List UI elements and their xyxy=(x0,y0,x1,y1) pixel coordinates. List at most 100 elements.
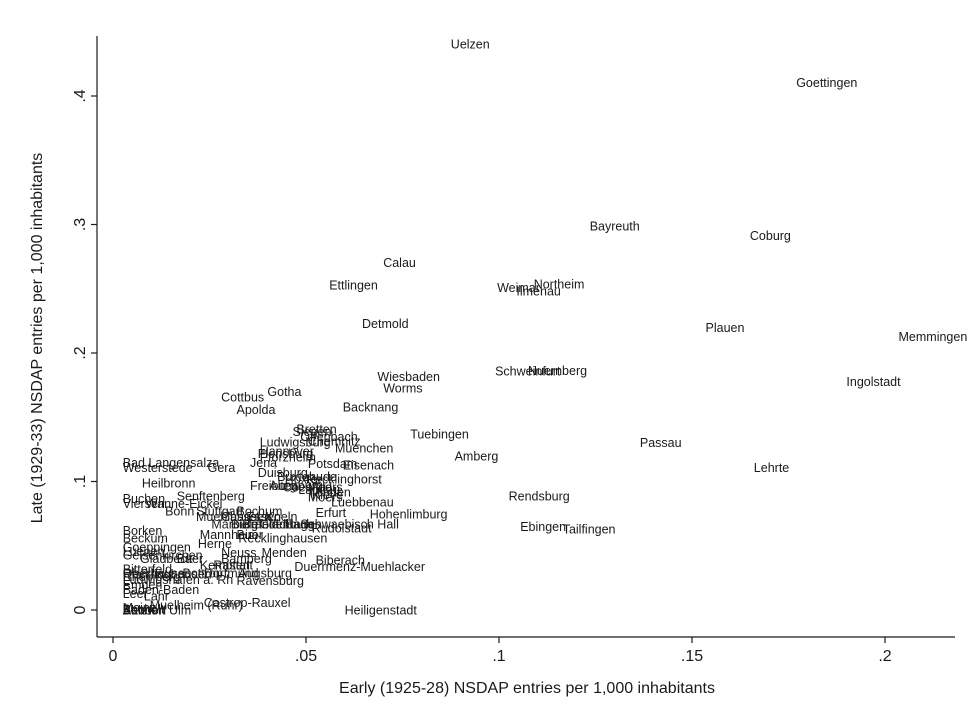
point-label: Passau xyxy=(640,436,682,450)
point-label: Gladbeck xyxy=(140,552,194,566)
point-label: Ludwigshafen a. Rh xyxy=(123,573,234,587)
point-label: Ulm xyxy=(169,604,191,618)
point-label: Emden xyxy=(123,578,163,592)
point-label: Bocholt xyxy=(123,602,165,616)
point-label: Calau xyxy=(383,256,416,270)
point-label: Senftenberg xyxy=(177,489,245,503)
point-label: Wiesbaden xyxy=(377,370,440,384)
point-label: Chemnitz xyxy=(308,435,361,449)
point-label: Marburg xyxy=(211,518,258,532)
point-label: Moers xyxy=(308,480,343,494)
point-label: Buer xyxy=(237,528,263,542)
point-label: Lahr xyxy=(144,590,169,604)
point-label: Cottbus xyxy=(221,390,264,404)
point-label: Recklinghorst xyxy=(306,473,382,487)
point-label: Offenbach xyxy=(300,430,358,444)
point-label: Tuebingen xyxy=(410,428,469,442)
point-label: Detmold xyxy=(362,317,409,331)
point-label: Cassel xyxy=(221,510,259,524)
point-label: Rendsburg xyxy=(509,489,570,503)
y-tick-label: 0 xyxy=(72,605,89,614)
point-label: Weimar xyxy=(497,281,540,295)
point-label: Luebbenau xyxy=(331,496,394,510)
point-label: Borken xyxy=(123,524,163,538)
point-labels: Uelzen Goettingen Bayreuth Coburg Calau Ettli… xyxy=(123,38,968,618)
point-label: Wanne-Eickel xyxy=(146,497,223,511)
point-label: Gotha xyxy=(267,385,301,399)
point-label: Schweinfurt xyxy=(495,365,561,379)
point-label: Mainz xyxy=(123,601,156,615)
point-label: Coburg xyxy=(750,229,791,243)
point-label: Hohenlimburg xyxy=(370,507,448,521)
point-label: Bielefeld xyxy=(231,518,279,532)
point-label: Buchen xyxy=(123,492,165,506)
point-label: Bochum xyxy=(237,505,283,519)
x-tick-label: .15 xyxy=(681,648,703,665)
point-label: Backnang xyxy=(343,401,399,415)
point-label: Coesfeld xyxy=(283,480,332,494)
point-label: Buer xyxy=(177,552,203,566)
x-tick-label: 0 xyxy=(109,648,118,665)
point-label: Hannover xyxy=(260,444,314,458)
point-label: Potsdam xyxy=(308,457,357,471)
point-label: Schwaebisch Hall xyxy=(300,518,399,532)
point-label: Recklinghausen xyxy=(123,568,212,582)
point-label: Bayreuth xyxy=(590,219,640,233)
point-label: Ahlen xyxy=(123,604,155,618)
point-label: Neuss xyxy=(221,546,256,560)
y-tick-label: .2 xyxy=(72,346,89,359)
point-label: Hagen xyxy=(285,518,322,532)
point-label: Muehlhausen xyxy=(196,510,271,524)
y-tick-label: .1 xyxy=(72,475,89,488)
point-label: Rastatt xyxy=(213,559,253,573)
point-label: Siegen xyxy=(293,425,332,439)
point-label: Muenchen xyxy=(335,442,393,456)
point-label: Duisburg xyxy=(258,466,308,480)
point-label: Eisenach xyxy=(343,458,394,472)
point-label: Recklinghausen xyxy=(238,532,327,546)
point-label: Castrop-Rauxel xyxy=(204,596,291,610)
point-label: Uelzen xyxy=(451,38,490,52)
x-tick-label: .1 xyxy=(492,648,505,665)
point-label: Erfurt xyxy=(316,506,347,520)
point-label: Bendorf xyxy=(123,604,167,618)
point-label: Pforzheim xyxy=(260,451,316,465)
point-label: Landau xyxy=(298,483,340,497)
point-label: Plauen xyxy=(706,321,745,335)
point-label: Rudolstadt xyxy=(312,521,372,535)
y-axis-title: Late (1929-33) NSDAP entries per 1,000 i… xyxy=(29,153,46,524)
point-label: Nuernberg xyxy=(528,364,587,378)
point-label: Essen xyxy=(246,510,281,524)
point-label: Rheinberg xyxy=(123,570,181,584)
point-label: Ebingen xyxy=(520,520,566,534)
point-label: Altenburg xyxy=(269,479,323,493)
point-label: Muelheim (Ruhr) xyxy=(150,599,243,613)
x-tick-label: .2 xyxy=(878,648,891,665)
point-label: Bottrop xyxy=(183,566,223,580)
point-label: Goettingen xyxy=(796,76,857,90)
point-label: Heiligenstadt xyxy=(345,604,418,618)
point-label: Worms xyxy=(383,381,422,395)
point-label: Memmingen xyxy=(899,330,968,344)
x-axis-title: Early (1925-28) NSDAP entries per 1,000 … xyxy=(339,680,715,697)
point-label: Koeln xyxy=(266,510,298,524)
point-label: Bretten xyxy=(296,423,336,437)
point-label: Freiburg xyxy=(250,479,297,493)
point-label: Herne xyxy=(198,537,232,551)
y-ticks: 0 .1 .2 .3 .4 xyxy=(72,89,97,614)
point-label: Hoxter xyxy=(285,473,322,487)
point-label: Menden xyxy=(262,546,307,560)
point-label: Biberach xyxy=(316,554,365,568)
x-ticks: 0 .05 .1 .15 .2 xyxy=(109,637,892,665)
point-label: Luenen xyxy=(123,545,165,559)
point-label: Minden xyxy=(310,485,351,499)
point-label: Bamberg xyxy=(221,552,272,566)
point-label: Augsburg xyxy=(238,566,292,580)
point-label: Ravensburg xyxy=(237,574,304,588)
y-tick-label: .4 xyxy=(72,89,89,102)
point-label: Gera xyxy=(208,461,236,475)
point-label: Kleve xyxy=(312,488,343,502)
point-label: Mannheim xyxy=(200,528,258,542)
point-label: Beckum xyxy=(123,532,168,546)
